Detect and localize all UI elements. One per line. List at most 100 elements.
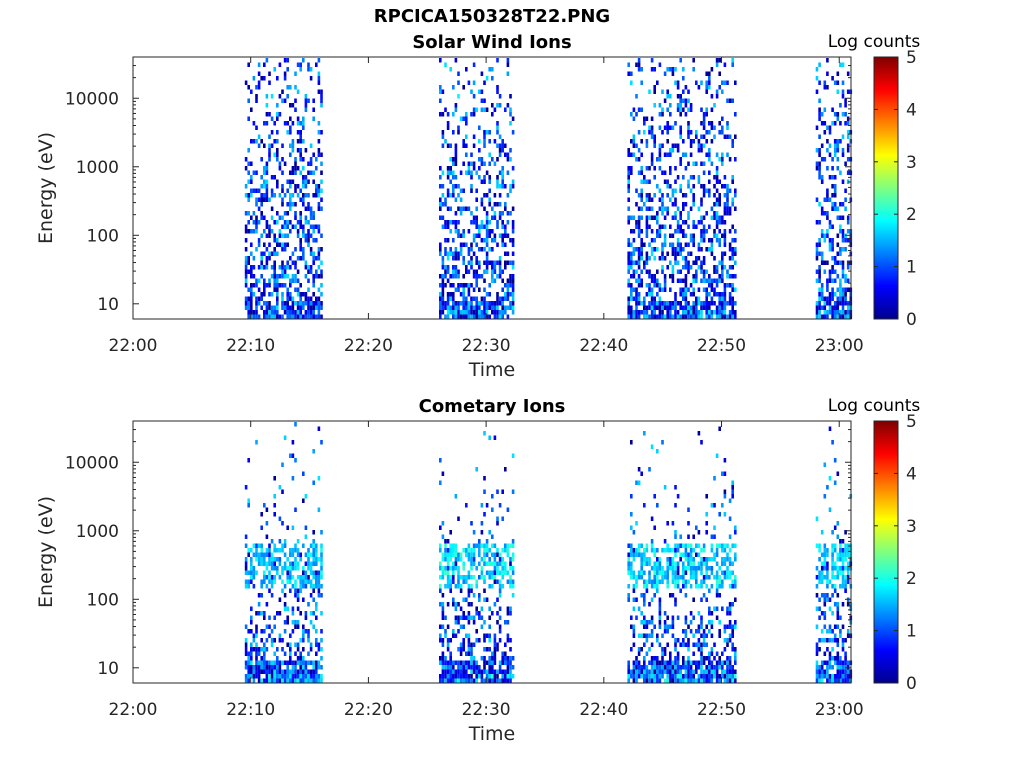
data-cell: [841, 575, 845, 580]
data-cell: [467, 665, 471, 670]
data-cell: [247, 305, 250, 310]
data-cell: [498, 256, 502, 261]
data-cell: [831, 530, 834, 535]
data-cell: [312, 669, 315, 674]
data-cell: [682, 233, 685, 238]
data-cell: [491, 206, 494, 211]
data-cell: [289, 570, 292, 575]
data-cell: [836, 674, 840, 679]
data-cell: [265, 94, 269, 99]
data-cell: [273, 678, 276, 683]
data-cell: [286, 224, 289, 229]
data-cell: [718, 193, 721, 198]
data-cell: [315, 62, 318, 67]
data-cell: [645, 305, 649, 310]
data-cell: [491, 665, 494, 670]
data-cell: [671, 575, 675, 580]
data-cell: [697, 175, 701, 180]
data-cell: [669, 224, 672, 229]
data-cell: [663, 274, 667, 279]
data-cell: [289, 125, 292, 130]
data-cell: [302, 633, 305, 638]
data-cell: [441, 593, 445, 598]
data-cell: [640, 278, 643, 283]
data-cell: [844, 206, 847, 211]
data-cell: [844, 296, 847, 301]
data-cell: [320, 629, 323, 634]
data-cell: [276, 314, 279, 319]
data-cell: [454, 211, 458, 216]
data-cell: [723, 629, 727, 634]
data-cell: [648, 575, 651, 580]
data-cell: [731, 296, 734, 301]
data-cell: [441, 310, 445, 315]
data-cell: [257, 287, 261, 292]
data-cell: [650, 548, 654, 553]
data-cell: [276, 130, 279, 135]
data-cell: [695, 314, 698, 319]
data-cell: [454, 148, 458, 153]
data-cell: [483, 579, 486, 584]
data-cell: [483, 80, 486, 85]
data-cell: [682, 287, 685, 292]
data-cell: [637, 278, 641, 283]
data-cell: [708, 566, 711, 571]
data-cell: [692, 220, 695, 225]
data-cell: [836, 80, 840, 85]
data-cell: [320, 584, 323, 589]
data-cell: [682, 566, 685, 571]
data-cell: [692, 175, 695, 180]
data-cell: [247, 678, 250, 683]
data-cell: [501, 233, 504, 238]
data-cell: [715, 233, 719, 238]
data-cell: [270, 557, 274, 562]
data-cell: [723, 575, 727, 580]
data-cell: [449, 557, 452, 562]
data-cell: [509, 94, 512, 99]
data-cell: [457, 251, 460, 256]
data-cell: [674, 543, 677, 548]
data-cell: [289, 660, 292, 665]
data-cell: [312, 301, 315, 306]
data-cell: [640, 611, 643, 616]
data-cell: [257, 301, 261, 306]
data-cell: [441, 130, 445, 135]
data-cell: [281, 579, 284, 584]
data-cell: [454, 256, 458, 261]
data-cell: [702, 660, 706, 665]
data-cell: [265, 256, 269, 261]
data-cell: [296, 561, 300, 566]
data-cell: [844, 669, 847, 674]
data-cell: [826, 669, 829, 674]
data-cell: [444, 552, 447, 557]
data-cell: [439, 678, 442, 683]
data-cell: [734, 674, 737, 679]
data-cell: [689, 175, 693, 180]
data-cell: [475, 197, 478, 202]
data-cell: [465, 633, 468, 638]
data-cell: [833, 548, 837, 553]
data-cell: [252, 170, 256, 175]
data-cell: [454, 107, 458, 112]
data-cell: [723, 570, 727, 575]
data-cell: [687, 211, 690, 216]
data-cell: [506, 552, 510, 557]
data-cell: [839, 629, 842, 634]
data-cell: [635, 278, 638, 283]
data-cell: [841, 62, 845, 67]
data-cell: [457, 287, 460, 292]
data-cell: [286, 310, 289, 315]
data-cell: [818, 269, 821, 274]
data-cell: [457, 125, 460, 130]
data-cell: [828, 665, 832, 670]
data-cell: [480, 71, 484, 76]
data-cell: [630, 548, 633, 553]
data-cell: [498, 570, 502, 575]
data-cell: [734, 575, 737, 580]
data-cell: [689, 107, 693, 112]
data-cell: [841, 274, 845, 279]
data-cell: [255, 247, 258, 252]
data-cell: [648, 274, 651, 279]
data-cell: [276, 674, 279, 679]
data-cell: [265, 58, 269, 63]
